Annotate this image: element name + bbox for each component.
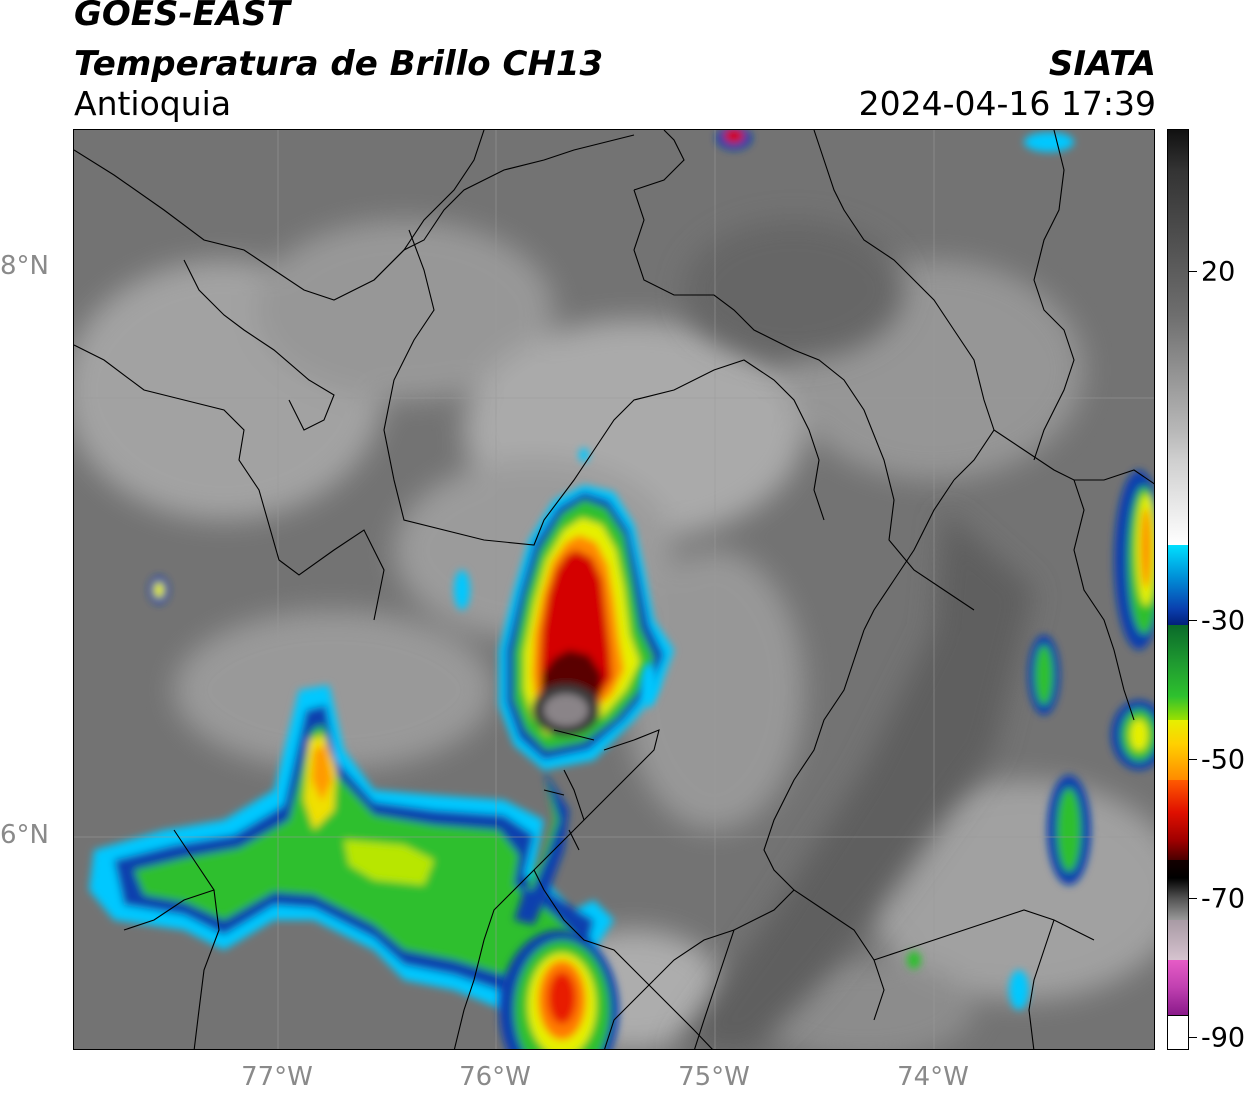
northeast-cell xyxy=(1024,132,1074,152)
colorbar-cyan-blue xyxy=(1168,545,1188,625)
datetime-label: 2024-04-16 17:39 xyxy=(858,84,1156,123)
colorbar-bottom-white xyxy=(1168,1015,1188,1049)
boundaries xyxy=(74,130,1154,1049)
brightness-temperature-map xyxy=(73,129,1155,1050)
sw-band-orange xyxy=(312,745,332,802)
colorbar-tick-minus30 xyxy=(1189,620,1197,621)
colorbar-label-20: 20 xyxy=(1201,256,1236,288)
boundary-sw-west-2 xyxy=(123,889,215,931)
lon-label-74w: 74°W xyxy=(897,1062,969,1092)
colorbar-label-minus90: -90 xyxy=(1201,1022,1246,1054)
lat-label-8n: 8°N xyxy=(0,251,49,281)
boundary-central-sw xyxy=(453,829,575,1049)
boundary-east-mid xyxy=(763,629,885,1021)
lon-label-76w: 76°W xyxy=(459,1062,531,1092)
colorbar-dark xyxy=(1168,860,1188,920)
cyan-speck-3 xyxy=(579,448,589,462)
lon-label-75w: 75°W xyxy=(678,1062,750,1092)
boundary-antioquia-n xyxy=(373,134,635,281)
coastline-uraba xyxy=(74,130,485,301)
boundary-north-depto xyxy=(633,130,685,191)
colorbar-tick-minus50 xyxy=(1189,759,1197,760)
boundary-east-2 xyxy=(1033,130,1075,461)
colorbar-yellow-orange xyxy=(1168,720,1188,780)
boundary-sw-west xyxy=(173,829,220,1049)
cyan-speck-2 xyxy=(641,663,657,707)
south-core-red xyxy=(548,972,576,1024)
product-title: Temperatura de Brillo CH13 xyxy=(74,44,604,84)
colorbar-label-minus50: -50 xyxy=(1201,744,1246,776)
warm-valley-band xyxy=(675,220,1034,1049)
organization-label: SIATA xyxy=(1048,44,1156,84)
coastline-2 xyxy=(74,344,385,621)
boundary-south-2 xyxy=(694,929,735,1049)
colorbar-black xyxy=(1168,130,1188,170)
boundary-se-2 xyxy=(1028,919,1055,1049)
boundary-south xyxy=(604,979,655,1049)
cyan-speck-1 xyxy=(454,570,470,610)
region-label: Antioquia xyxy=(74,84,232,123)
colorbar-tick-20 xyxy=(1189,271,1197,272)
colorbar-magenta xyxy=(1168,960,1188,1015)
colorbar-green xyxy=(1168,625,1188,720)
graticule xyxy=(74,130,1154,1049)
colorbar-label-minus30: -30 xyxy=(1201,605,1246,637)
cyan-speck-4 xyxy=(1009,970,1029,1010)
colorbar-red xyxy=(1168,780,1188,860)
colorbar-tick-minus90 xyxy=(1189,1037,1197,1038)
colorbar-label-minus70: -70 xyxy=(1201,883,1246,915)
boundary-mid-s xyxy=(533,869,713,1049)
boundary-east-3 xyxy=(863,479,955,631)
boundary-east-4 xyxy=(1073,479,1135,721)
boundary-central-s xyxy=(573,729,660,831)
green-speck xyxy=(907,951,921,969)
boundary-antioquia-e xyxy=(633,189,975,611)
colorbar-tick-minus70 xyxy=(1189,898,1197,899)
main-storm-core xyxy=(544,694,588,726)
colorbar-grays xyxy=(1168,170,1188,460)
boundary-se xyxy=(873,909,1095,961)
colorbar-mauve xyxy=(1168,920,1188,960)
temperature-colorbar xyxy=(1167,129,1189,1050)
colorbar-white xyxy=(1168,460,1188,545)
coastline-gulf xyxy=(183,259,335,431)
cold-cloud-tops xyxy=(89,130,1154,1049)
satellite-title: GOES-EAST xyxy=(74,0,290,34)
sw-band-lime xyxy=(344,840,434,885)
lon-label-77w: 77°W xyxy=(241,1062,313,1092)
boundary-antioquia-w xyxy=(383,229,825,546)
lat-label-6n: 6°N xyxy=(0,820,49,850)
boundary-munis xyxy=(543,729,595,851)
